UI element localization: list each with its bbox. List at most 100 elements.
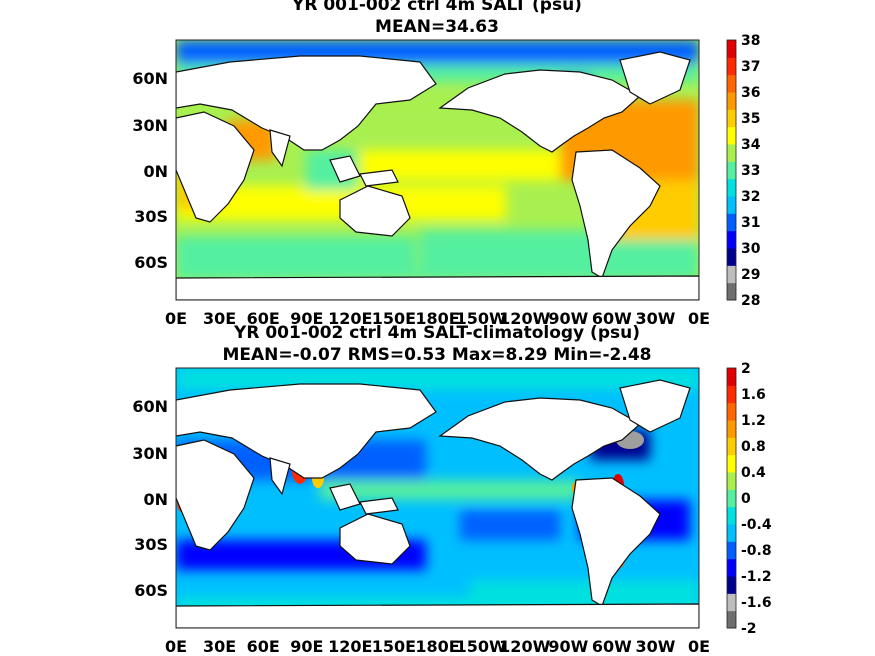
colorbar-label: 2: [741, 361, 751, 377]
colorbar-label: 37: [741, 59, 760, 75]
y-tick-label: 0N: [143, 162, 168, 181]
chart-subtitle: MEAN=34.63: [375, 17, 499, 37]
y-tick-labels: 60N 30N 0N 30S 60S: [132, 397, 168, 600]
x-tick-label: 120W: [499, 309, 550, 328]
colorbar-label: 0: [741, 491, 751, 507]
colorbar-label: 32: [741, 189, 760, 205]
colorbar-swatch: [727, 593, 736, 612]
colorbar-label: -2: [741, 621, 757, 637]
colorbar: 28 29 30 31 32 33 34 35 36 37 38: [726, 33, 761, 309]
panel-salinity: YR 001-002 ctrl 4m SALT (psu) MEAN=34.63: [132, 0, 760, 328]
y-tick-label: 0N: [143, 490, 168, 509]
colorbar-label: 29: [741, 267, 760, 283]
x-tick-label: 120E: [328, 309, 372, 328]
colorbar-swatch: [727, 368, 736, 386]
chart-title: YR 001-002 ctrl 4m SALT (psu): [291, 0, 582, 15]
colorbar-swatch: [727, 610, 736, 629]
x-tick-label: 90E: [290, 637, 323, 656]
y-tick-labels: 60N 30N 0N 30S 60S: [132, 69, 168, 272]
x-tick-label: 30E: [203, 309, 236, 328]
colorbar-swatch: [727, 437, 736, 456]
x-tick-labels: 0E 30E 60E 90E 120E 150E 180E 150W 120W …: [165, 309, 710, 328]
x-tick-label: 30W: [635, 309, 675, 328]
colorbar-label: 31: [741, 215, 760, 231]
colorbar-swatch: [727, 92, 736, 110]
colorbar-label: 34: [741, 137, 761, 153]
colorbar-swatch: [727, 558, 736, 577]
colorbar-label: 28: [741, 293, 760, 309]
colorbar-label: -1.2: [741, 569, 772, 585]
colorbar-label: 38: [741, 33, 760, 49]
colorbar-swatch: [727, 385, 736, 404]
colorbar-swatch: [727, 40, 736, 58]
x-tick-label: 180E: [415, 637, 459, 656]
plot-frame: [175, 39, 700, 301]
colorbar-swatch: [727, 265, 736, 284]
colorbar-swatch: [727, 282, 736, 301]
colorbar-swatch: [727, 230, 736, 249]
x-tick-labels: 0E 30E 60E 90E 120E 150E 180E 150W 120W …: [165, 637, 710, 656]
x-tick-label: 150W: [456, 637, 507, 656]
colorbar-label: -0.8: [741, 543, 772, 559]
colorbar-swatch: [727, 576, 736, 594]
colorbar-swatch: [727, 74, 736, 93]
x-tick-label: 0E: [688, 309, 710, 328]
colorbar-label: 0.4: [741, 465, 766, 481]
y-tick-label: 30N: [132, 116, 168, 135]
x-tick-label: 90W: [548, 637, 588, 656]
colorbar-label: -1.6: [741, 595, 772, 611]
colorbar-label: 0.8: [741, 439, 766, 455]
x-tick-label: 60E: [247, 637, 280, 656]
x-tick-label: 150E: [372, 637, 416, 656]
colorbar-swatch: [727, 144, 736, 162]
colorbar-label: -0.4: [741, 517, 772, 533]
chart-title: YR 001-002 ctrl 4m SALT-climatology (psu…: [233, 323, 640, 343]
colorbar-swatch: [727, 541, 736, 560]
x-tick-label: 60W: [592, 637, 632, 656]
x-tick-label: 150W: [456, 309, 507, 328]
x-tick-label: 30W: [635, 637, 675, 656]
colorbar-swatch: [727, 178, 736, 197]
colorbar-label: 33: [741, 163, 760, 179]
x-tick-label: 0E: [165, 637, 187, 656]
x-tick-label: 0E: [165, 309, 187, 328]
colorbar-swatch: [727, 454, 736, 473]
colorbar-swatch: [727, 126, 736, 145]
chart-subtitle: MEAN=-0.07 RMS=0.53 Max=8.29 Min=-2.48: [223, 345, 652, 365]
colorbar-swatch: [727, 196, 736, 214]
colorbar-swatch: [727, 109, 736, 128]
y-tick-label: 60S: [134, 581, 168, 600]
colorbar-label: 36: [741, 85, 760, 101]
map-field: [176, 40, 699, 300]
x-tick-label: 60W: [592, 309, 632, 328]
colorbar-swatch: [727, 402, 736, 421]
x-tick-label: 120E: [328, 637, 372, 656]
x-tick-label: 90E: [290, 309, 323, 328]
colorbar: 2 1.6 1.2 0.8 0.4 0 -0.4 -0.8 -1.2 -1.6 -2: [726, 361, 772, 637]
panel-salinity-anomaly: YR 001-002 ctrl 4m SALT-climatology (psu…: [132, 323, 772, 656]
colorbar-label: 1.2: [741, 413, 766, 429]
colorbar-swatch: [727, 161, 736, 180]
colorbar-frame: [726, 367, 737, 629]
x-tick-label: 0E: [688, 637, 710, 656]
colorbar-label: 35: [741, 111, 760, 127]
colorbar-swatch: [727, 57, 736, 76]
y-tick-label: 30S: [134, 207, 168, 226]
x-tick-label: 60E: [247, 309, 280, 328]
y-tick-label: 30S: [134, 535, 168, 554]
colorbar-swatch: [727, 472, 736, 490]
colorbar-label: 1.6: [741, 387, 766, 403]
colorbar-frame: [726, 39, 737, 301]
map-field: [176, 368, 699, 628]
y-tick-label: 60N: [132, 397, 168, 416]
colorbar-swatch: [727, 248, 736, 266]
colorbar-swatch: [727, 506, 736, 525]
colorbar-swatch: [727, 489, 736, 508]
colorbar-swatch: [727, 213, 736, 232]
colorbar-label: 30: [741, 241, 761, 257]
y-tick-label: 30N: [132, 444, 168, 463]
y-tick-label: 60N: [132, 69, 168, 88]
plot-frame: [175, 367, 700, 629]
x-tick-label: 150E: [372, 309, 416, 328]
